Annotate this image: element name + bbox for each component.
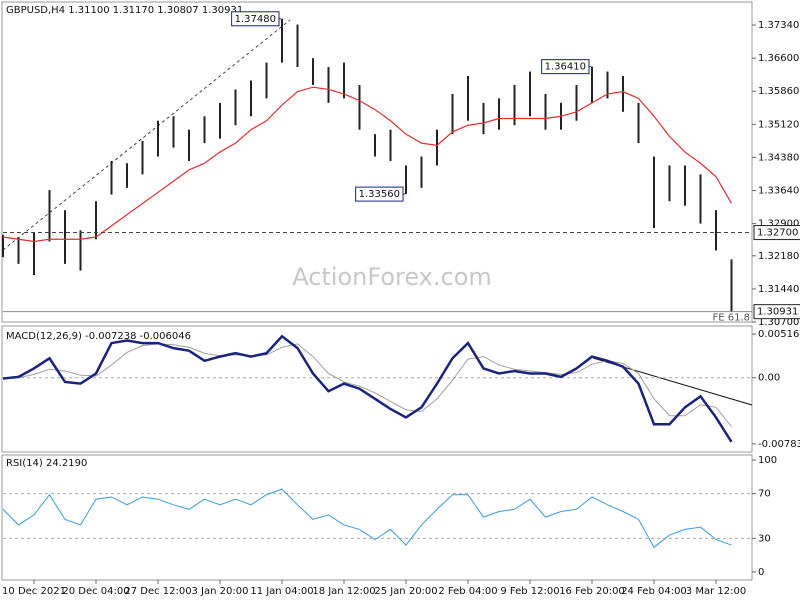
y-tick-label: 1.34380 [758, 152, 799, 163]
x-tick-label: 11 Jan 04:00 [250, 586, 313, 597]
x-tick-label: 27 Dec 12:00 [124, 586, 191, 597]
x-tick-label: 16 Feb 20:00 [559, 586, 625, 597]
x-tick-label: 10 Dec 2021 [2, 586, 66, 597]
indicator-line [2, 334, 733, 443]
x-tick-label: 25 Jan 20:00 [374, 586, 437, 597]
y-tick-label: 0.005161 [758, 329, 800, 340]
y-tick-label: 1.36600 [758, 53, 799, 64]
x-tick-label: 2 Feb 04:00 [438, 586, 497, 597]
y-tick-label: 0 [758, 567, 764, 578]
x-tick-label: 9 Feb 12:00 [500, 586, 559, 597]
price-title: GBPUSD,H4 1.31100 1.31170 1.30807 1.3093… [6, 5, 243, 16]
level-label: 1.32700 [757, 228, 798, 239]
annotation-label-box [231, 11, 280, 27]
trend-line [2, 19, 291, 251]
rsi-panel [1, 454, 753, 581]
watermark: ActionForex.com [292, 263, 492, 291]
y-tick-label: 1.33640 [758, 186, 799, 197]
y-tick-label: 1.32180 [758, 251, 799, 262]
annotation-label-box [541, 59, 590, 75]
annotation-label-box [355, 186, 404, 202]
y-tick-label: 1.31440 [758, 284, 799, 295]
x-tick-label: 18 Jan 12:00 [312, 586, 375, 597]
y-tick-label: 30 [758, 533, 771, 544]
rsi-title: RSI(14) 24.2190 [6, 458, 87, 469]
annotation-label: 1.36410 [545, 62, 586, 73]
moving-average [2, 86, 733, 243]
y-tick-label: 1.32900 [758, 219, 799, 230]
x-tick-label: 24 Feb 04:00 [621, 586, 687, 597]
y-tick-label: 100 [758, 455, 777, 466]
y-tick-label: 70 [758, 489, 771, 500]
price-panel [1, 1, 753, 323]
macd-title: MACD(12,26,9) -0.007238 -0.006046 [6, 331, 191, 342]
y-tick-label: 1.37340 [758, 20, 799, 31]
x-tick-label: 3 Jan 20:00 [192, 586, 249, 597]
y-tick-label: 1.30700 [758, 317, 799, 328]
fe-label: FE 61.8 [712, 313, 750, 324]
last-price-label-box [753, 304, 800, 320]
annotation-label: 1.37480 [235, 14, 276, 25]
annotation-label: 1.33560 [359, 189, 400, 200]
x-tick-label: 20 Dec 04:00 [62, 586, 129, 597]
y-tick-label: 1.35120 [758, 119, 799, 130]
last-price-label: 1.30931 [757, 307, 798, 318]
x-tick-label: 3 Mar 12:00 [686, 586, 746, 597]
y-tick-label: -0.00783 [758, 439, 800, 450]
indicator-line [2, 488, 732, 549]
level-label-box [753, 225, 800, 241]
macd-panel [1, 325, 753, 453]
y-tick-label: 1.35860 [758, 86, 799, 97]
y-tick-label: 0.00 [758, 373, 780, 384]
